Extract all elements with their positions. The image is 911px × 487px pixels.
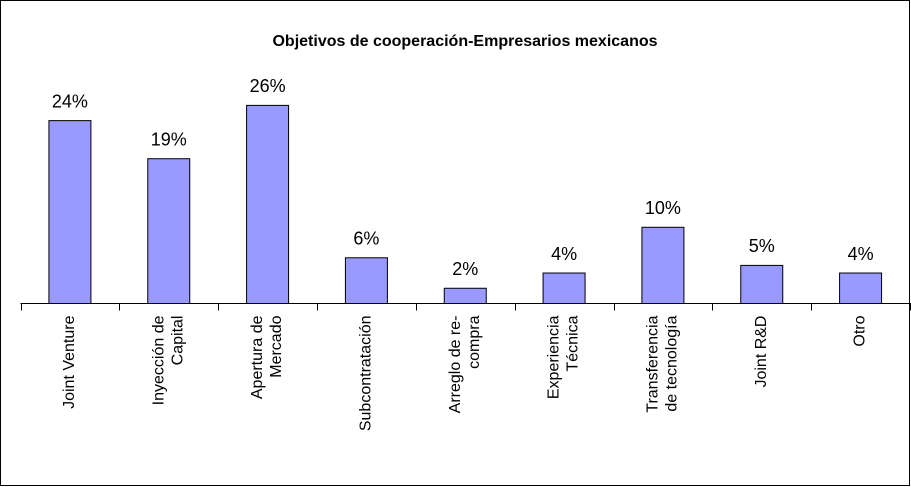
x-tick-label-line: Joint R&D: [753, 316, 770, 388]
x-tick-label-line: Transferencia: [645, 315, 662, 412]
bar: [542, 272, 586, 304]
bar: [443, 287, 487, 305]
x-tick-label: Transferencia de tecnología: [645, 315, 681, 412]
value-label: 4%: [848, 244, 874, 264]
x-tick-label: Joint R&D: [753, 316, 770, 388]
bar: [147, 158, 191, 304]
value-label: 6%: [353, 229, 379, 249]
x-tick-label-line: Experiencia: [546, 315, 563, 399]
x-tick-label-line: Inyección de: [150, 315, 167, 405]
bar: [344, 257, 388, 304]
x-tick-label-line: Joint Venture: [61, 315, 78, 409]
x-tick-label: Apertura de Mercado: [249, 315, 285, 399]
x-tick-label-line: Apertura de: [249, 315, 266, 399]
x-tick-label: Inyección de Capital: [150, 315, 186, 405]
bar: [839, 272, 883, 304]
value-label: 19%: [151, 129, 187, 149]
x-tick-label-line: Técnica: [565, 315, 582, 371]
bar: [740, 264, 784, 304]
value-label: 5%: [749, 236, 775, 256]
x-tick-label-line: Subcontratación: [358, 316, 375, 432]
bar: [641, 226, 685, 304]
x-tick-label-line: Arreglo de re-: [447, 316, 464, 414]
x-tick-label: Joint Venture: [61, 315, 78, 409]
x-tick-label: Subcontratación: [358, 316, 375, 432]
value-label: 2%: [452, 259, 478, 279]
value-label: 4%: [551, 244, 577, 264]
x-tick-label-line: compra: [466, 315, 483, 368]
value-label: 26%: [250, 76, 286, 96]
x-tick-label-line: Mercado: [268, 315, 285, 377]
x-tick-label-line: de tecnología: [664, 315, 681, 411]
bar: [48, 120, 92, 305]
x-tick-label-line: Otro: [852, 315, 869, 346]
chart-title: Objetivos de cooperación-Empresarios mex…: [272, 33, 657, 50]
x-tick-label-line: Capital: [169, 316, 186, 366]
value-label: 24%: [52, 91, 88, 111]
x-tick-label: Arreglo de re-compra: [447, 315, 483, 413]
x-tick-label: Otro: [852, 315, 869, 346]
bar: [246, 104, 290, 304]
value-label: 10%: [645, 198, 681, 218]
x-tick-label: Experiencia Técnica: [546, 315, 582, 399]
